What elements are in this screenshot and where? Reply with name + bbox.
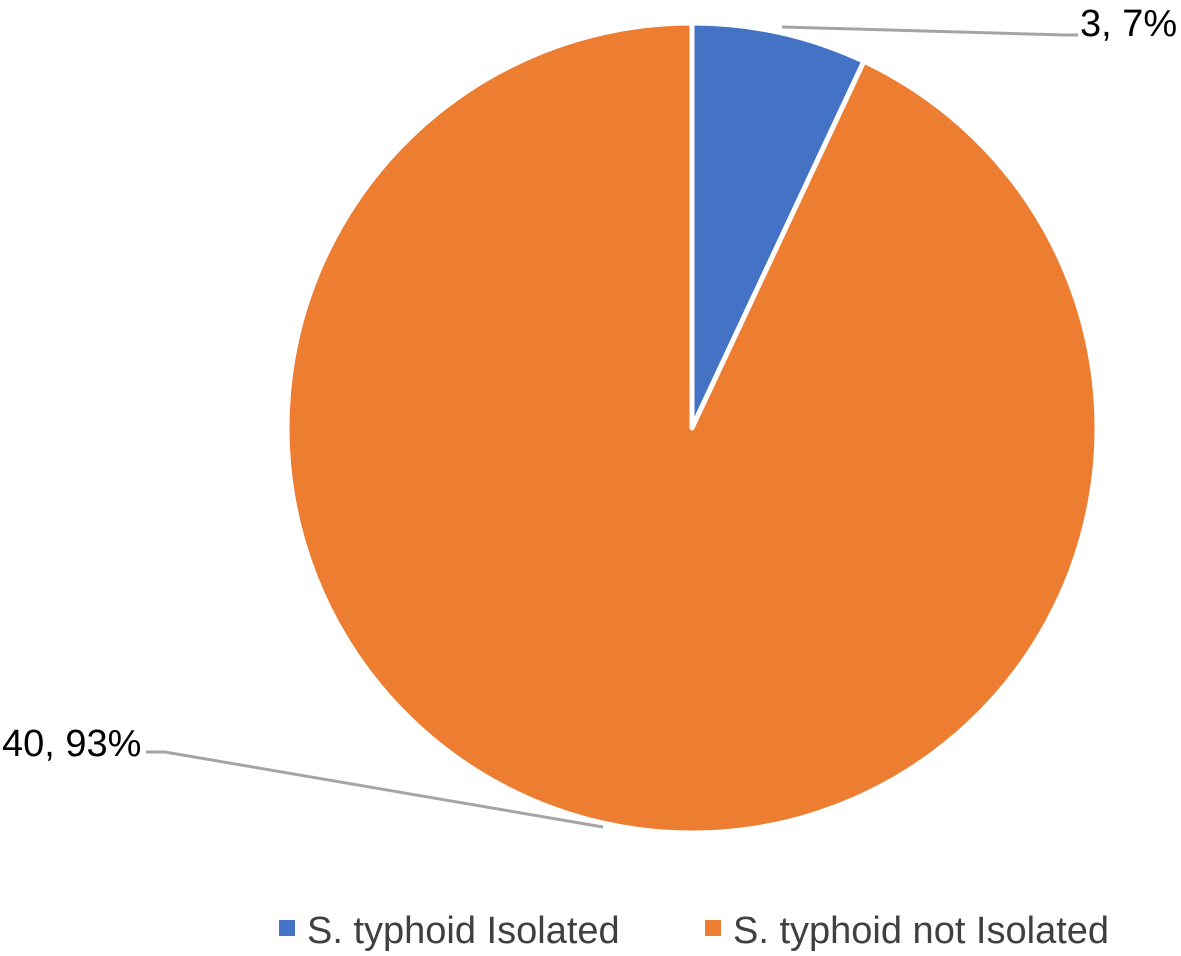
leader-lines <box>146 25 1078 829</box>
leader-line-isolated <box>781 25 1078 37</box>
legend: S. typhoid Isolated S. typhoid not Isola… <box>279 910 1109 952</box>
data-label-not-isolated: 40, 93% <box>2 723 141 765</box>
data-label-isolated: 3, 7% <box>1080 3 1177 45</box>
legend-label-isolated: S. typhoid Isolated <box>307 910 620 952</box>
pie-slice-isolated <box>689 20 867 431</box>
legend-label-not-isolated: S. typhoid not Isolated <box>733 910 1109 952</box>
pie-slice-not-isolated <box>284 20 1100 836</box>
legend-swatch-isolated <box>279 920 295 936</box>
data-labels: 3, 7% 40, 93% <box>2 3 1177 765</box>
leader-line-not-isolated <box>146 750 604 829</box>
pie-slices <box>284 20 1100 836</box>
legend-swatch-not-isolated <box>705 920 721 936</box>
